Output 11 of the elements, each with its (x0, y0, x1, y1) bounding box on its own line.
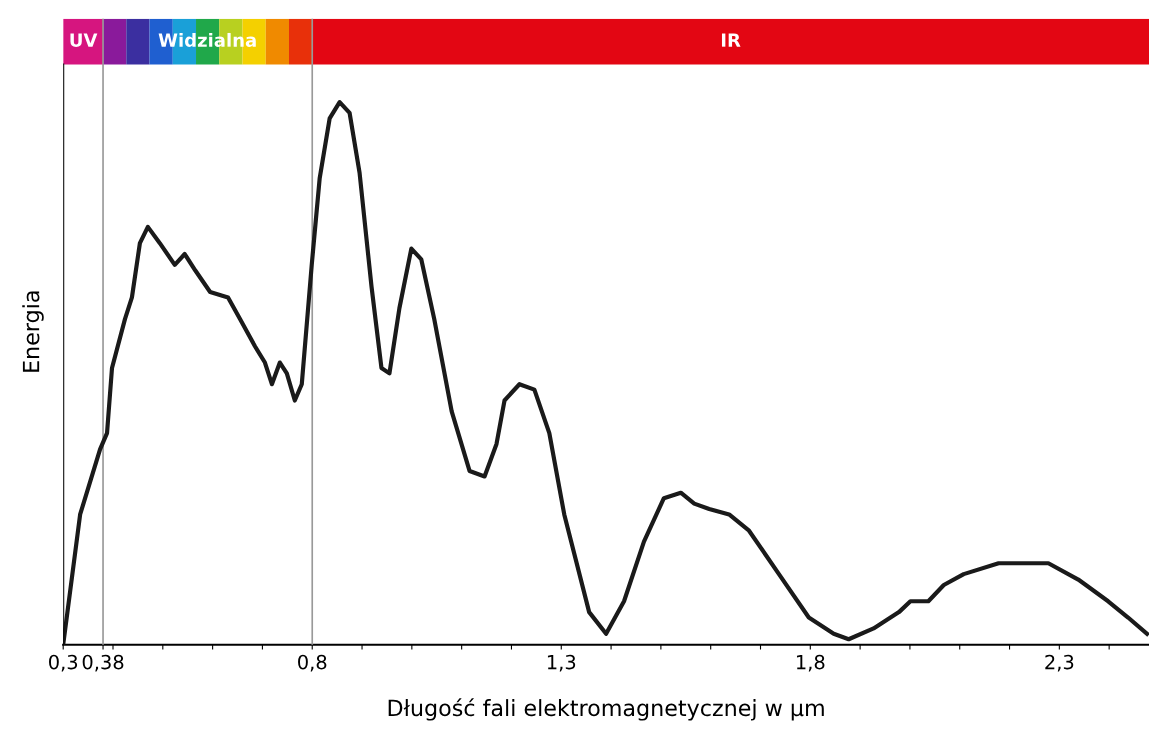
x-axis-title: Długość fali elektromagnetycznej w µm (388, 698, 824, 721)
text: Widzialna (158, 32, 256, 47)
text: IR (721, 33, 741, 47)
x-tick-label: 1,3 (547, 654, 576, 672)
x-tick-label: 0,3 (49, 654, 78, 672)
x-tick-label: 0,38 (82, 654, 124, 672)
x-tick-label: 0,8 (298, 654, 327, 672)
text: UV (70, 33, 98, 47)
x-tick-label: 2,3 (1045, 654, 1074, 672)
y-axis-title: Energia (22, 291, 44, 372)
x-tick-label: 1,8 (796, 654, 825, 672)
